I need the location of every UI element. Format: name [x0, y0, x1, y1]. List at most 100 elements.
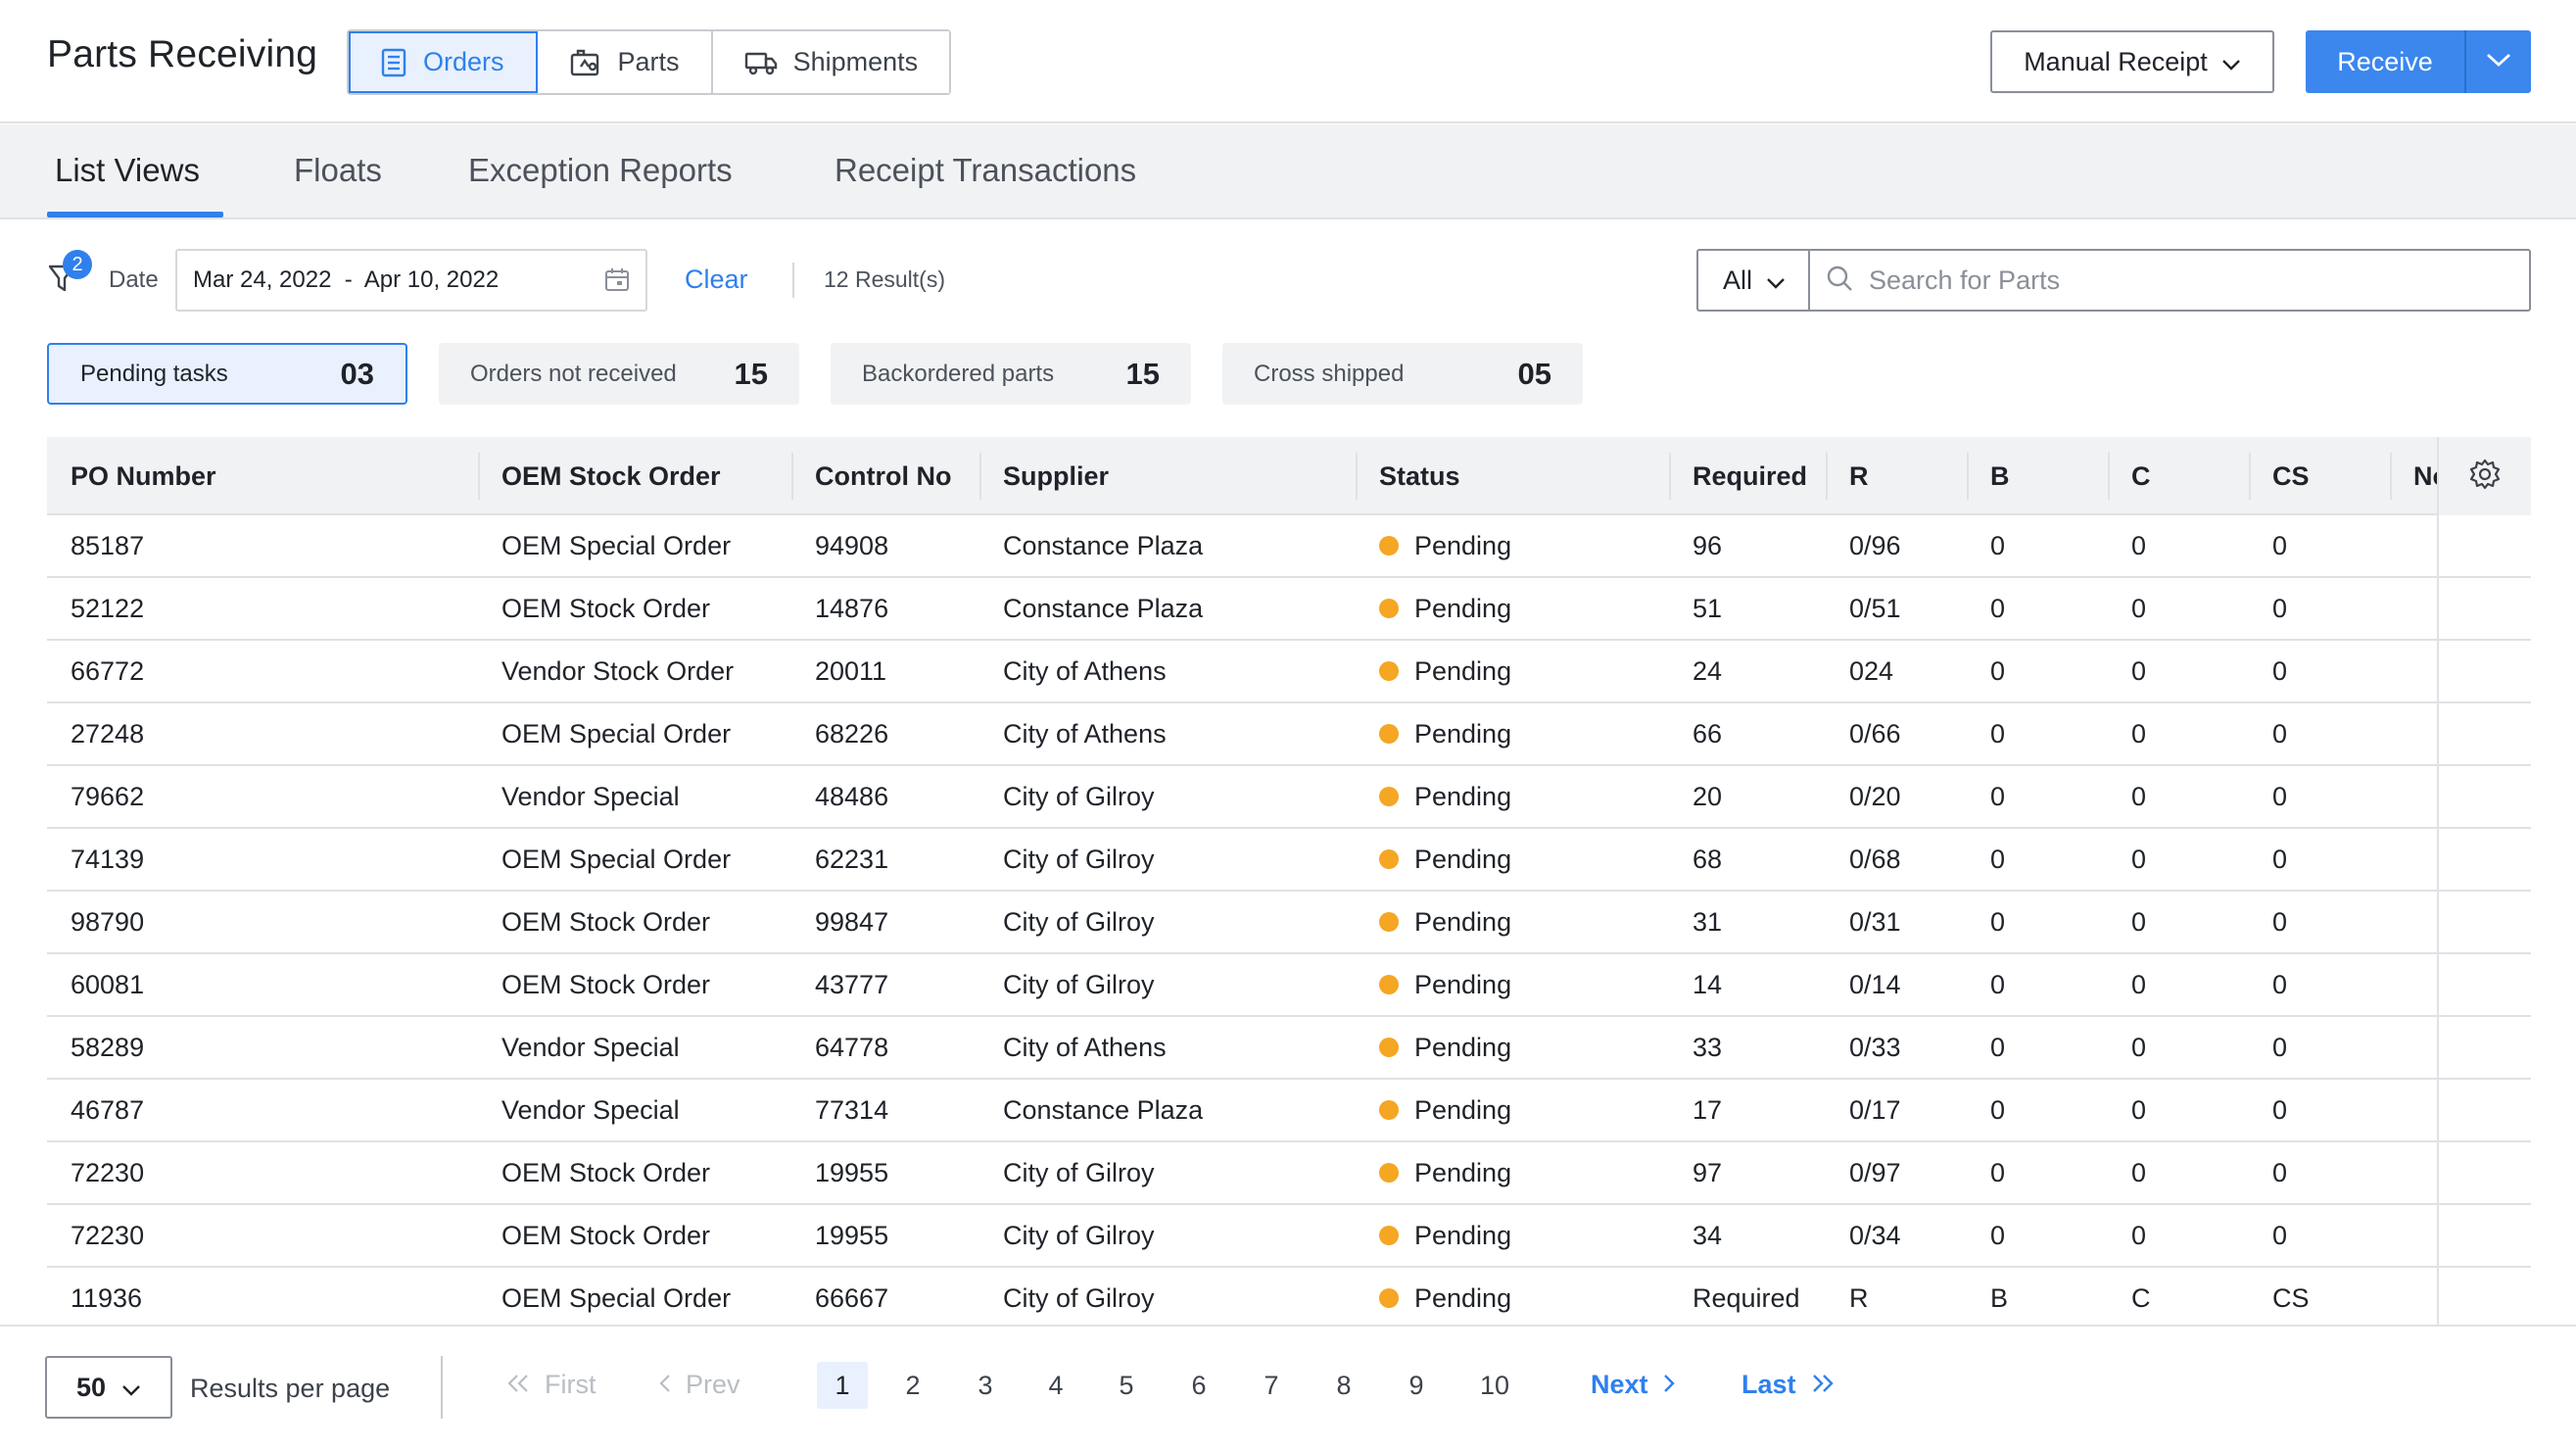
table-row[interactable]: 60081 OEM Stock Order 43777 City of Gilroy P…: [47, 954, 2531, 1017]
table-cell: 0: [1990, 969, 2006, 999]
table-row[interactable]: 58289 Vendor Special 64778 City of Athens Pe…: [47, 1017, 2531, 1080]
page-number-button[interactable]: 10: [1479, 1370, 1510, 1400]
search-scope-select[interactable]: All: [1696, 249, 1810, 312]
chevron-down-icon: [2221, 47, 2241, 77]
table-cell: 11936: [71, 1282, 143, 1313]
stat-pending-tasks[interactable]: Pending tasks 03: [47, 343, 407, 405]
stat-backordered-parts[interactable]: Backordered parts 15: [831, 343, 1191, 405]
clear-filters-link[interactable]: Clear: [685, 265, 748, 294]
column-header[interactable]: Status: [1379, 460, 1460, 491]
table-cell: OEM Special Order: [501, 530, 732, 560]
page-number-button[interactable]: 8: [1336, 1370, 1352, 1400]
page-number-button[interactable]: 5: [1119, 1370, 1134, 1400]
next-page-button[interactable]: Next: [1591, 1370, 1676, 1400]
calendar-icon[interactable]: [604, 267, 630, 300]
shipments-view-button[interactable]: Shipments: [712, 31, 950, 93]
page-number-button[interactable]: 7: [1264, 1370, 1279, 1400]
orders-view-button[interactable]: Orders: [349, 31, 538, 93]
table-row[interactable]: 66772 Vendor Stock Order 20011 City of Athe…: [47, 641, 2531, 703]
table-cell: 0: [2272, 781, 2288, 811]
status-dot-icon: [1379, 599, 1399, 618]
date-range-field[interactable]: Mar 24, 2022 - Apr 10, 2022: [175, 249, 647, 312]
table-row[interactable]: 11936 OEM Special Order 66667 City of Gilro…: [47, 1268, 2531, 1325]
table-cell: Pending: [1379, 1080, 1511, 1140]
column-header[interactable]: C: [2131, 460, 2151, 491]
first-page-button[interactable]: First: [505, 1370, 596, 1400]
table-row[interactable]: 74139 OEM Special Order 62231 City of Gilro…: [47, 829, 2531, 892]
table-cell: OEM Stock Order: [501, 1220, 711, 1250]
app-title: Parts Receiving: [47, 33, 318, 75]
table-cell: 94908: [815, 530, 889, 560]
column-header[interactable]: B: [1990, 460, 2010, 491]
table-cell: Pending: [1379, 641, 1511, 701]
orders-list-icon: [380, 48, 407, 77]
prev-page-button[interactable]: Prev: [658, 1370, 740, 1400]
divider: [441, 1356, 443, 1419]
column-settings-button[interactable]: [2437, 437, 2531, 515]
table-cell: 0: [2131, 1032, 2147, 1062]
status-dot-icon: [1379, 1288, 1399, 1308]
status-text: Pending: [1414, 593, 1512, 623]
table-cell: 66772: [71, 655, 145, 686]
table-cell: 17: [1693, 1094, 1723, 1125]
table-cell: 68: [1693, 844, 1723, 874]
gear-icon: [2468, 458, 2502, 496]
receive-button[interactable]: Receive: [2306, 30, 2466, 93]
table-row[interactable]: 98790 OEM Stock Order 99847 City of Gilroy P…: [47, 892, 2531, 954]
column-header[interactable]: Control No: [815, 460, 952, 491]
table-cell: 0/51: [1849, 593, 1901, 623]
table-row[interactable]: 72230 OEM Stock Order 19955 City of Gilroy P…: [47, 1142, 2531, 1205]
page-number-button[interactable]: 1: [817, 1362, 868, 1409]
last-page-button[interactable]: Last: [1741, 1370, 1836, 1400]
tab-floats[interactable]: Floats: [294, 152, 382, 188]
table-row[interactable]: 27248 OEM Special Order 68226 City of Athen…: [47, 703, 2531, 766]
tab-list-views[interactable]: List Views: [55, 152, 200, 188]
table-cell: 0: [2272, 1094, 2288, 1125]
page-number-button[interactable]: 3: [978, 1370, 993, 1400]
table-cell: City of Athens: [1003, 718, 1167, 749]
column-header[interactable]: No: [2413, 460, 2437, 491]
chevron-down-icon: [1766, 266, 1786, 296]
results-per-page-select[interactable]: 50: [45, 1356, 172, 1419]
table-row[interactable]: 85187 OEM Special Order 94908 Constance Pla…: [47, 515, 2531, 578]
table-cell: 0: [1990, 906, 2006, 937]
receive-options-button[interactable]: [2466, 30, 2531, 93]
column-divider: [2390, 453, 2392, 500]
column-divider: [1826, 453, 1828, 500]
chevron-down-icon: [121, 1373, 141, 1403]
page-number-button[interactable]: 6: [1191, 1370, 1207, 1400]
column-header[interactable]: R: [1849, 460, 1869, 491]
table-cell: 0/31: [1849, 906, 1901, 937]
parts-view-button[interactable]: Parts: [537, 31, 713, 93]
page-number-button[interactable]: 9: [1408, 1370, 1424, 1400]
shipments-view-label: Shipments: [792, 47, 919, 76]
page-number-button[interactable]: 2: [905, 1370, 921, 1400]
receive-split-button: Receive: [2306, 30, 2531, 93]
stat-orders-not-received[interactable]: Orders not received 15: [439, 343, 799, 405]
per-page-value: 50: [75, 1372, 107, 1402]
page-number-button[interactable]: 4: [1048, 1370, 1064, 1400]
table-cell: 0: [2131, 781, 2147, 811]
table-row[interactable]: 46787 Vendor Special 77314 Constance Plaza P…: [47, 1080, 2531, 1142]
tab-exception-reports[interactable]: Exception Reports: [468, 152, 733, 188]
search-input[interactable]: [1869, 265, 2496, 296]
table-row[interactable]: 79662 Vendor Special 48486 City of Gilroy Pe…: [47, 766, 2531, 829]
status-dot-icon: [1379, 1038, 1399, 1057]
column-header[interactable]: OEM Stock Order: [501, 460, 721, 491]
table-header: PO Number OEM Stock Order Control No Suppli…: [47, 437, 2531, 515]
table-row[interactable]: 72230 OEM Stock Order 19955 City of Gilroy P…: [47, 1205, 2531, 1268]
column-header[interactable]: PO Number: [71, 460, 216, 491]
table-cell: City of Athens: [1003, 1032, 1167, 1062]
manual-receipt-dropdown[interactable]: Manual Receipt: [1990, 30, 2274, 93]
column-header[interactable]: CS: [2272, 460, 2310, 491]
table-cell: 0: [2131, 655, 2147, 686]
table-row[interactable]: 52122 OEM Stock Order 14876 Constance Plaza…: [47, 578, 2531, 641]
tab-receipt-transactions[interactable]: Receipt Transactions: [835, 152, 1137, 188]
table-cell: Vendor Special: [501, 1094, 680, 1125]
table-cell: 0: [1990, 844, 2006, 874]
column-header[interactable]: Supplier: [1003, 460, 1110, 491]
stat-cross-shipped[interactable]: Cross shipped 05: [1222, 343, 1583, 405]
status-dot-icon: [1379, 849, 1399, 869]
column-header[interactable]: Required: [1693, 460, 1808, 491]
status-text: Pending: [1414, 718, 1512, 749]
